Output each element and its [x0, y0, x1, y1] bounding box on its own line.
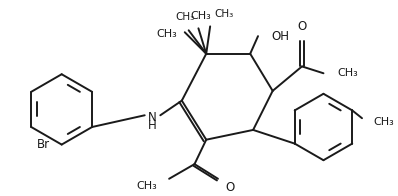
Text: CH₃: CH₃ [156, 29, 177, 39]
Text: H: H [148, 119, 157, 132]
Text: CH₃: CH₃ [374, 117, 394, 127]
Text: CH₃: CH₃ [337, 68, 358, 78]
Text: Br: Br [37, 138, 50, 151]
Text: CH₃: CH₃ [175, 13, 194, 23]
Text: OH: OH [272, 30, 290, 43]
Text: O: O [297, 20, 306, 33]
Text: N: N [148, 111, 157, 124]
Text: CH₃: CH₃ [137, 181, 157, 191]
Text: O: O [226, 181, 235, 194]
Text: CH₃: CH₃ [214, 9, 233, 19]
Text: CH₃: CH₃ [190, 11, 211, 21]
